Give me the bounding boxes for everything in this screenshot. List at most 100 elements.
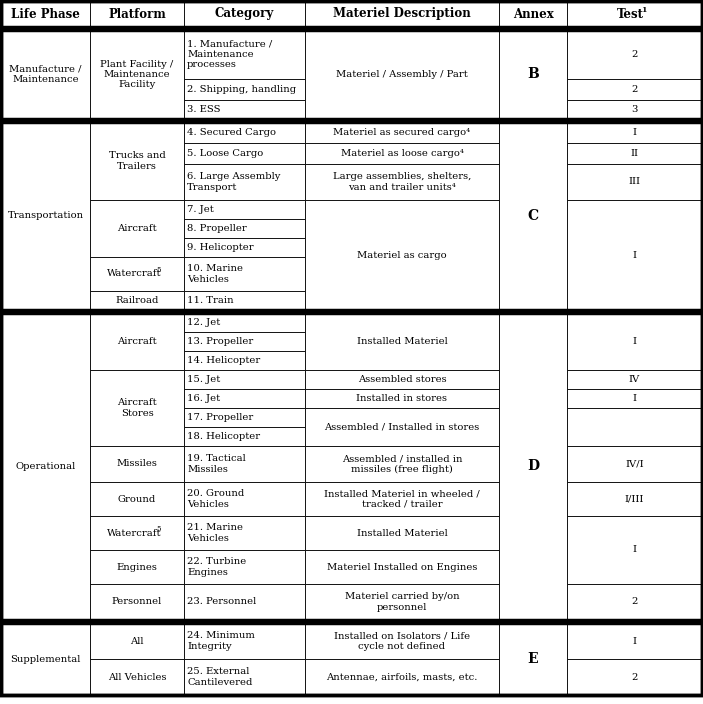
Bar	[184, 370, 305, 389]
Text: I: I	[633, 636, 636, 646]
Bar	[184, 584, 305, 620]
Text: Installed on Isolators / Life
cycle not defined: Installed on Isolators / Life cycle not …	[334, 631, 470, 650]
Text: Manufacture /
Maintenance: Manufacture / Maintenance	[9, 65, 82, 84]
Bar	[305, 446, 499, 482]
Bar	[305, 584, 499, 620]
Text: 6. Large Assembly
Transport: 6. Large Assembly Transport	[187, 172, 280, 191]
Text: Category: Category	[215, 8, 274, 20]
Text: E: E	[528, 652, 538, 666]
Text: Installed Materiel in wheeled /
tracked / trailer: Installed Materiel in wheeled / tracked …	[324, 489, 480, 509]
Text: I/III: I/III	[625, 494, 644, 503]
Bar	[567, 389, 702, 408]
Text: 3: 3	[631, 105, 638, 114]
Bar	[184, 122, 305, 143]
Text: Materiel as cargo: Materiel as cargo	[357, 251, 447, 260]
Text: 11. Train: 11. Train	[187, 296, 233, 305]
Text: 1: 1	[641, 6, 646, 14]
Text: Materiel carried by/on
personnel: Materiel carried by/on personnel	[344, 592, 459, 612]
Bar	[499, 313, 567, 620]
Bar	[90, 550, 184, 584]
Text: 10. Marine
Vehicles: 10. Marine Vehicles	[187, 264, 243, 284]
Text: Materiel Installed on Engines: Materiel Installed on Engines	[327, 562, 477, 572]
Text: B: B	[527, 68, 539, 82]
Text: 25. External
Cantilevered: 25. External Cantilevered	[187, 667, 252, 686]
Bar	[1, 122, 90, 310]
Text: Installed Materiel: Installed Materiel	[356, 337, 447, 346]
Bar	[567, 200, 702, 310]
Bar	[90, 257, 184, 291]
Text: Ground: Ground	[118, 494, 156, 503]
Text: Watercraft: Watercraft	[107, 529, 161, 537]
Text: Aircraft
Stores: Aircraft Stores	[117, 398, 157, 417]
Text: All: All	[130, 636, 143, 646]
Text: Supplemental: Supplemental	[11, 655, 81, 663]
Bar	[184, 408, 305, 427]
Text: C: C	[527, 209, 538, 223]
Text: 8. Propeller: 8. Propeller	[187, 224, 247, 233]
Bar	[567, 30, 702, 79]
Bar	[90, 1, 184, 27]
Bar	[305, 164, 499, 200]
Text: 21. Marine
Vehicles: 21. Marine Vehicles	[187, 523, 243, 543]
Bar	[90, 482, 184, 516]
Text: I: I	[633, 251, 636, 260]
Bar	[184, 200, 305, 219]
Bar	[90, 446, 184, 482]
Text: Platform: Platform	[108, 8, 166, 20]
Bar	[567, 659, 702, 695]
Text: Materiel as loose cargo⁴: Materiel as loose cargo⁴	[340, 149, 463, 158]
Text: Assembled stores: Assembled stores	[358, 375, 446, 384]
Text: Missiles: Missiles	[117, 460, 157, 468]
Bar	[184, 313, 305, 332]
Bar	[184, 550, 305, 584]
Text: Materiel Description: Materiel Description	[333, 8, 471, 20]
Bar	[305, 313, 499, 370]
Text: IV: IV	[629, 375, 640, 384]
Text: Antennae, airfoils, masts, etc.: Antennae, airfoils, masts, etc.	[326, 672, 477, 681]
Bar	[90, 122, 184, 200]
Text: III: III	[628, 177, 640, 187]
Text: All Vehicles: All Vehicles	[108, 672, 166, 681]
Text: Personnel: Personnel	[112, 598, 162, 607]
Bar	[567, 1, 702, 27]
Bar	[567, 516, 702, 584]
Bar	[567, 446, 702, 482]
Bar	[90, 291, 184, 310]
Bar	[499, 30, 567, 119]
Text: 2: 2	[631, 598, 638, 607]
Bar	[305, 122, 499, 143]
Bar	[499, 122, 567, 310]
Bar	[567, 370, 702, 389]
Text: II: II	[631, 149, 638, 158]
Bar	[184, 238, 305, 257]
Bar	[184, 623, 305, 659]
Bar	[184, 100, 305, 119]
Bar	[1, 30, 90, 119]
Bar	[90, 516, 184, 550]
Bar	[305, 30, 499, 119]
Text: D: D	[527, 460, 539, 474]
Text: Annex: Annex	[512, 8, 553, 20]
Text: Transportation: Transportation	[8, 211, 84, 220]
Text: 2. Shipping, handling: 2. Shipping, handling	[187, 85, 296, 94]
Bar	[567, 164, 702, 200]
Bar	[90, 584, 184, 620]
Text: 22. Turbine
Engines: 22. Turbine Engines	[187, 558, 246, 577]
Text: I: I	[633, 546, 636, 555]
Bar	[1, 30, 702, 119]
Text: 23. Personnel: 23. Personnel	[187, 598, 257, 607]
Bar	[305, 659, 499, 695]
Bar	[305, 389, 499, 408]
Text: 7. Jet: 7. Jet	[187, 205, 214, 214]
Bar	[90, 313, 184, 370]
Bar	[184, 219, 305, 238]
Bar	[1, 623, 702, 695]
Text: Aircraft: Aircraft	[117, 224, 157, 233]
Text: 19. Tactical
Missiles: 19. Tactical Missiles	[187, 454, 246, 474]
Bar	[1, 1, 90, 27]
Text: 2: 2	[631, 672, 638, 681]
Text: 15. Jet: 15. Jet	[187, 375, 220, 384]
Bar	[499, 623, 567, 695]
Text: Watercraft: Watercraft	[107, 270, 161, 279]
Bar	[184, 257, 305, 291]
